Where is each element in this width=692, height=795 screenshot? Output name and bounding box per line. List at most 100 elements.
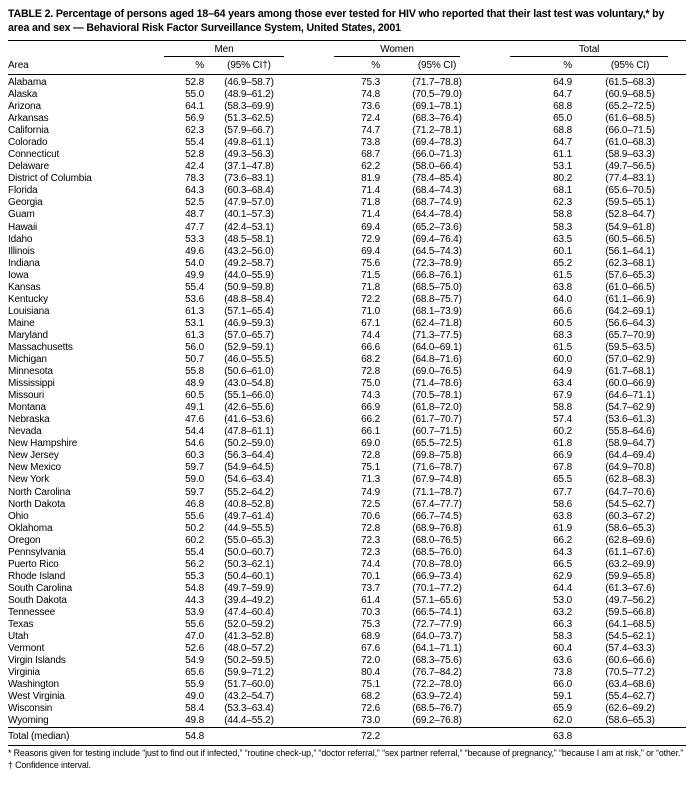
value-cell: 60.3: [185, 450, 204, 462]
value-cell: (62.8–68.3): [605, 474, 655, 486]
value-cell: 72.2: [361, 293, 381, 305]
value-cell: 56.9: [185, 113, 204, 125]
area-cell: Connecticut: [8, 149, 60, 161]
value-cell: 66.0: [553, 679, 573, 691]
value-cell: (59.9–71.2): [224, 667, 274, 679]
value-cell: (68.9–76.8): [412, 522, 462, 534]
value-cell: 53.1: [553, 161, 573, 173]
value-cell: [204, 727, 301, 747]
value-cell: (44.0–55.9): [224, 269, 274, 281]
value-cell: 52.5: [185, 197, 204, 209]
value-cell: 52.8: [185, 76, 204, 88]
value-cell: (70.5–79.0): [412, 88, 462, 100]
table-row: Indiana 54.0 (49.2–58.7) 75.6 (72.3–78.9) 65.…: [8, 258, 686, 270]
value-cell: 74.8: [361, 88, 381, 100]
table-row: New Hampshire 54.6 (50.2–59.0) 69.0 (65.5–72…: [8, 438, 686, 450]
value-cell: 64.9: [553, 366, 573, 378]
table-row: Colorado 55.4 (49.8–61.1) 73.8 (69.4–78.3) 64…: [8, 137, 686, 149]
value-cell: (60.3–67.2): [605, 510, 655, 522]
value-cell: (54.5–62.7): [605, 498, 655, 510]
table-row: Utah 47.0 (41.3–52.8) 68.9 (64.0–73.7) 58.3 (5…: [8, 631, 686, 643]
value-cell: 72.4: [361, 113, 381, 125]
area-cell: Maine: [8, 317, 35, 329]
value-cell: 46.8: [185, 498, 204, 510]
value-cell: (37.1–47.8): [224, 161, 274, 173]
value-cell: (68.3–76.4): [412, 113, 462, 125]
value-cell: (52.0–59.2): [224, 619, 274, 631]
value-cell: 75.6: [361, 257, 381, 269]
table-row: Ohio 55.6 (49.7–61.4) 70.6 (66.7–74.5) 63.8 (6…: [8, 511, 686, 523]
value-cell: (44.4–55.2): [224, 715, 274, 727]
table-row: Idaho 53.3 (48.5–58.1) 72.9 (69.4–76.4) 63.5 (…: [8, 234, 686, 246]
table-row: Guam 48.7 (40.1–57.3) 71.4 (64.4–78.4) 58.8 (5…: [8, 209, 686, 221]
value-cell: (60.0–66.9): [605, 378, 655, 390]
value-cell: (40.1–57.3): [224, 209, 274, 221]
value-cell: (55.4–62.7): [605, 691, 655, 703]
value-cell: 68.8: [553, 101, 573, 113]
table-row: Michigan 50.7 (46.0–55.5) 68.2 (64.8–71.6) 60…: [8, 354, 686, 366]
table-row: Maine 53.1 (46.9–59.3) 67.1 (62.4–71.8) 60.5 (…: [8, 318, 686, 330]
area-cell: New Hampshire: [8, 438, 78, 450]
value-cell: 57.4: [553, 414, 573, 426]
value-cell: 72.8: [361, 450, 381, 462]
value-cell: (57.9–66.7): [224, 125, 274, 137]
value-cell: 62.3: [185, 125, 204, 137]
value-cell: 50.2: [185, 522, 204, 534]
area-cell: Minnesota: [8, 366, 53, 378]
value-cell: 53.3: [185, 233, 204, 245]
area-cell: Missouri: [8, 390, 45, 402]
value-cell: 68.3: [553, 329, 573, 341]
value-cell: 55.4: [185, 281, 204, 293]
value-cell: (55.0–65.3): [224, 534, 274, 546]
value-cell: 69.4: [361, 245, 381, 257]
value-cell: (63.4–68.6): [605, 679, 655, 691]
value-cell: 72.0: [361, 655, 381, 667]
value-cell: 60.5: [185, 390, 204, 402]
value-cell: (43.0–54.8): [224, 378, 274, 390]
table-row: Oregon 60.2 (55.0–65.3) 72.3 (68.0–76.5) 66.2…: [8, 535, 686, 547]
area-cell: Pennsylvania: [8, 546, 66, 558]
value-cell: (47.4–60.4): [224, 607, 274, 618]
value-cell: 60.2: [185, 534, 204, 546]
area-cell: West Virginia: [8, 691, 65, 703]
women-pct-header: %: [300, 56, 381, 75]
area-cell: Montana: [8, 402, 46, 414]
value-cell: 53.0: [553, 594, 573, 606]
value-cell: 78.3: [185, 173, 204, 185]
value-cell: (59.9–65.8): [605, 570, 655, 582]
table-row: Montana 49.1 (42.6–55.6) 66.9 (61.8–72.0) 58.…: [8, 402, 686, 414]
area-cell: Total (median): [8, 727, 158, 747]
value-cell: (69.4–78.3): [412, 137, 462, 149]
area-cell: Puerto Rico: [8, 558, 59, 570]
area-cell: North Carolina: [8, 486, 71, 498]
value-cell: (50.0–60.7): [224, 546, 274, 558]
value-cell: 72.6: [361, 703, 381, 715]
value-cell: (44.9–55.5): [224, 522, 274, 534]
area-cell: Illinois: [8, 245, 35, 257]
value-cell: (52.9–59.1): [224, 341, 274, 353]
value-cell: (62.6–69.2): [605, 703, 655, 715]
value-cell: 73.8: [361, 137, 381, 149]
table-row: Vermont 52.6 (48.0–57.2) 67.6 (64.1–71.1) 60.…: [8, 643, 686, 655]
table-row: Mississippi 48.9 (43.0–54.8) 75.0 (71.4–78.6…: [8, 378, 686, 390]
value-cell: [572, 727, 687, 747]
value-cell: (47.8–61.1): [224, 426, 274, 438]
table-row: California 62.3 (57.9–66.7) 74.7 (71.2–78.1)…: [8, 125, 686, 137]
value-cell: 61.3: [185, 305, 204, 317]
area-cell: Alaska: [8, 88, 38, 100]
value-cell: (56.6–64.3): [605, 317, 655, 329]
footnotes: * Reasons given for testing include “jus…: [8, 748, 690, 771]
value-cell: (55.1–66.0): [224, 390, 274, 402]
value-cell: 44.3: [185, 594, 204, 606]
value-cell: 54.9: [185, 655, 204, 667]
value-cell: 49.1: [185, 402, 204, 414]
area-cell: Arizona: [8, 101, 41, 113]
value-cell: (42.6–55.6): [224, 402, 274, 414]
area-cell: Utah: [8, 631, 29, 643]
value-cell: (64.6–71.1): [605, 390, 655, 402]
table-row: Puerto Rico 56.2 (50.3–62.1) 74.4 (70.8–78.0…: [8, 559, 686, 571]
value-cell: (66.5–74.1): [412, 607, 462, 618]
value-cell: (71.4–78.6): [412, 378, 462, 390]
value-cell: 65.0: [553, 113, 573, 125]
total-group-label: Total: [510, 44, 669, 57]
